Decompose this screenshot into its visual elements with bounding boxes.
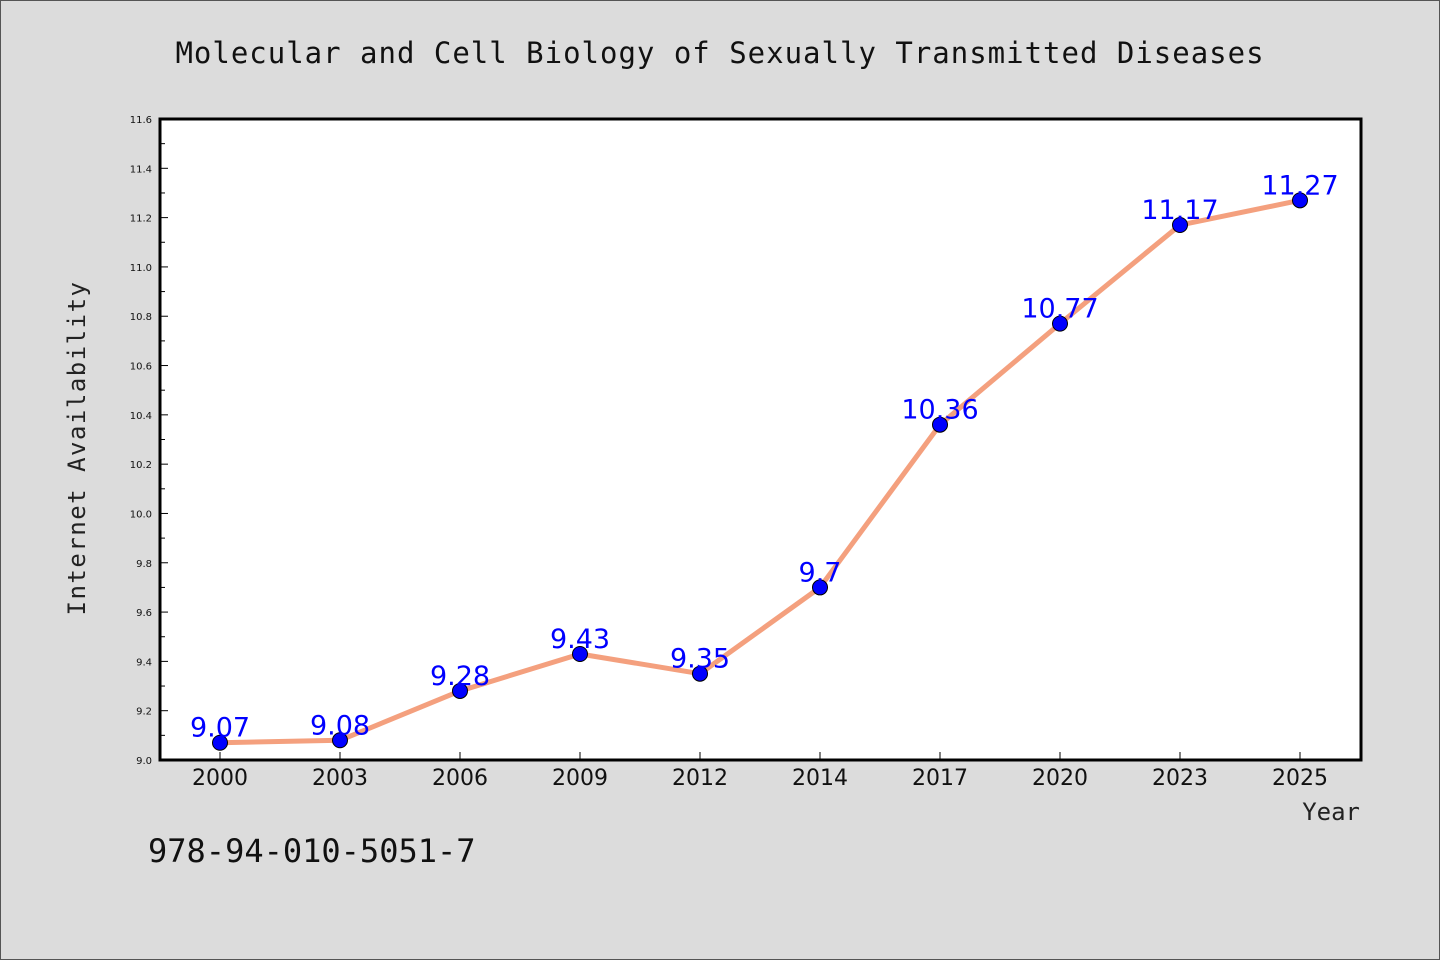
y-axis-label: Internet Availability [63, 281, 91, 616]
data-point-marker [212, 734, 228, 751]
x-tick-label: 2025 [1272, 766, 1328, 791]
data-point-marker [812, 579, 828, 596]
data-point-label: 11.17 [1141, 195, 1218, 226]
x-axis-label: Year [1302, 798, 1360, 826]
data-point-label: 10.77 [1021, 294, 1098, 325]
y-tick-label: 10.4 [130, 411, 152, 422]
x-tick-label: 2023 [1152, 766, 1208, 791]
y-tick-label: 10.0 [130, 509, 152, 520]
data-point-marker [452, 682, 468, 699]
x-tick-label: 2012 [672, 766, 728, 791]
x-tick-label: 2014 [792, 766, 848, 791]
y-tick-label: 9.4 [136, 657, 152, 668]
data-point-marker [332, 732, 348, 749]
data-point-marker [692, 665, 708, 682]
isbn-footnote: 978-94-010-5051-7 [148, 832, 476, 870]
y-tick-label: 10.6 [130, 362, 152, 373]
y-tick-label: 11.4 [130, 164, 152, 175]
x-tick-label: 2009 [552, 766, 608, 791]
y-tick-label: 11.2 [130, 214, 152, 225]
data-point-marker [1052, 315, 1068, 332]
data-point-marker [932, 416, 948, 433]
x-tick-label: 2006 [432, 766, 488, 791]
data-point-label: 9.43 [550, 624, 610, 655]
data-point-label: 10.36 [901, 395, 978, 426]
y-tick-label: 9.6 [136, 608, 152, 619]
data-point-marker [1292, 192, 1308, 209]
y-tick-label: 11.6 [130, 115, 152, 126]
y-axis: 9.0 9.2 9.4 9.6 9.8 10.0 10.2 10.4 10.6 10.8 11.0 1… [130, 115, 168, 767]
y-tick-label: 10.2 [130, 460, 152, 471]
data-point-label: 9.07 [190, 713, 250, 744]
data-point-label: 9.28 [430, 661, 490, 692]
y-tick-label: 9.0 [136, 756, 152, 767]
x-tick-label: 2000 [192, 766, 248, 791]
y-tick-label: 11.0 [130, 263, 152, 274]
x-tick-label: 2017 [912, 766, 968, 791]
data-point-marker [1172, 217, 1188, 234]
x-tick-label: 2003 [312, 766, 368, 791]
y-tick-label: 10.8 [130, 312, 152, 323]
y-tick-label: 9.8 [136, 559, 152, 570]
data-point-label: 11.27 [1261, 170, 1338, 201]
x-tick-label: 2020 [1032, 766, 1088, 791]
data-point-marker [572, 645, 588, 662]
data-labels: 9.07 9.08 9.28 9.43 9.35 9.7 10.36 10.77 11.17 11… [190, 170, 1339, 743]
data-point-label: 9.7 [799, 557, 842, 588]
chart-title: Molecular and Cell Biology of Sexually T… [175, 36, 1264, 70]
plot-area [158, 117, 1363, 762]
x-axis: 2000 2003 2006 2009 2012 2014 2017 2020 2023 2025 [192, 752, 1328, 791]
series-line [219, 197, 1301, 746]
data-markers [212, 192, 1308, 751]
data-point-label: 9.35 [670, 644, 730, 675]
data-point-label: 9.08 [310, 710, 370, 741]
y-tick-label: 9.2 [136, 707, 152, 718]
